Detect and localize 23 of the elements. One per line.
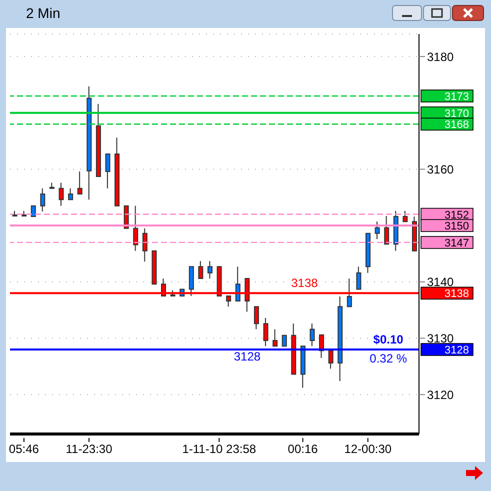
y-tick-label: 3180 — [427, 50, 454, 64]
y-tick-label: 3160 — [427, 162, 454, 176]
ref-line-label: 3152 — [444, 209, 469, 222]
ref-line-label: 3168 — [444, 119, 469, 132]
ref-line-label: 3150 — [444, 220, 469, 233]
ref-line-label: 3170 — [444, 108, 469, 120]
annotation: 3138 — [291, 276, 318, 290]
x-tick-label: 12-00:30 — [344, 442, 392, 456]
y-tick-label: 3130 — [427, 331, 454, 346]
ref-line-label: 3147 — [444, 237, 469, 250]
y-tick-label: 3140 — [427, 275, 454, 290]
x-tick-label: 1-11-10 23:58 — [182, 442, 256, 456]
annotation: 0.32 % — [370, 351, 408, 366]
chart-title: 2 Min — [26, 5, 60, 21]
annotation: 3128 — [234, 349, 261, 364]
ref-line-label: 3173 — [444, 90, 469, 103]
x-tick-label: 05:46 — [8, 442, 40, 456]
x-tick-label: 11-23:30 — [66, 442, 113, 456]
y-tick-label: 3120 — [427, 388, 454, 402]
annotation: $0.10 — [373, 332, 404, 346]
x-tick-label: 00:16 — [288, 442, 318, 456]
ref-line-label: 3128 — [444, 344, 469, 356]
ref-line-label: 3138 — [444, 288, 469, 300]
